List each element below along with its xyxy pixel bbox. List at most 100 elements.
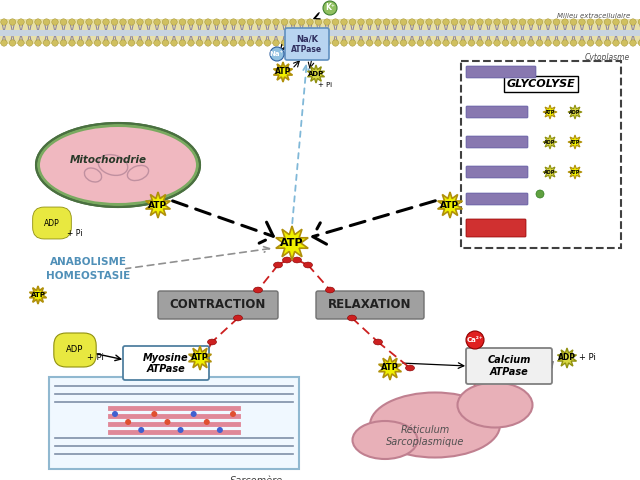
Circle shape [18,40,24,46]
Circle shape [290,40,296,46]
Circle shape [502,40,509,46]
Circle shape [112,411,118,417]
Ellipse shape [303,262,312,268]
Circle shape [375,19,381,25]
Text: CONTRACTION: CONTRACTION [170,299,266,312]
Text: GLYCOLYSE: GLYCOLYSE [507,79,575,89]
Circle shape [171,40,177,46]
Circle shape [409,40,415,46]
Circle shape [179,40,186,46]
Ellipse shape [353,421,417,459]
Text: ATP: ATP [275,68,291,76]
Circle shape [230,19,237,25]
FancyBboxPatch shape [466,219,526,237]
Circle shape [69,40,76,46]
Text: + Pi: + Pi [87,353,104,362]
Circle shape [613,40,620,46]
Ellipse shape [406,365,415,371]
Text: K⁺: K⁺ [325,3,335,12]
Circle shape [270,47,284,61]
Polygon shape [276,226,308,260]
Circle shape [52,19,58,25]
Circle shape [247,40,253,46]
Text: HOMEOSTASIE: HOMEOSTASIE [46,271,130,281]
Circle shape [196,19,203,25]
Text: ADP: ADP [544,140,556,144]
Circle shape [69,19,76,25]
Circle shape [460,19,466,25]
Ellipse shape [207,339,216,345]
Circle shape [35,40,41,46]
Circle shape [324,40,330,46]
Circle shape [239,40,245,46]
Text: ANABOLISME: ANABOLISME [49,257,127,267]
Circle shape [383,40,390,46]
Circle shape [273,40,279,46]
Circle shape [264,40,271,46]
Text: Na⁺: Na⁺ [270,51,284,57]
Text: ATP: ATP [381,363,399,372]
Circle shape [111,19,118,25]
Polygon shape [307,65,324,83]
Text: ADP: ADP [544,169,556,175]
Circle shape [60,19,67,25]
Circle shape [35,19,41,25]
Circle shape [494,40,500,46]
Circle shape [528,40,534,46]
Circle shape [604,40,611,46]
Circle shape [94,40,100,46]
Ellipse shape [326,287,335,293]
Circle shape [536,190,544,198]
Circle shape [630,19,636,25]
Ellipse shape [193,365,202,371]
FancyBboxPatch shape [466,136,528,148]
Circle shape [188,40,194,46]
Circle shape [239,19,245,25]
Polygon shape [568,165,582,179]
Circle shape [528,19,534,25]
Circle shape [502,19,509,25]
Ellipse shape [282,257,291,263]
Circle shape [205,19,211,25]
Circle shape [230,411,236,417]
Circle shape [366,40,372,46]
Polygon shape [29,286,47,304]
Text: ADP: ADP [570,109,580,115]
Polygon shape [146,192,170,218]
Polygon shape [379,356,401,380]
Circle shape [120,40,126,46]
Circle shape [324,19,330,25]
Circle shape [554,19,560,25]
Circle shape [392,40,398,46]
Circle shape [409,19,415,25]
Ellipse shape [84,168,102,182]
Text: Ca²⁺: Ca²⁺ [467,337,483,343]
Circle shape [466,331,484,349]
Circle shape [536,40,543,46]
FancyBboxPatch shape [158,291,278,319]
Circle shape [191,411,196,417]
Circle shape [256,19,262,25]
Circle shape [137,40,143,46]
Text: ATPase: ATPase [490,367,529,377]
Circle shape [460,40,466,46]
Circle shape [125,419,131,425]
FancyBboxPatch shape [466,66,536,78]
Circle shape [1,40,7,46]
Circle shape [137,19,143,25]
Circle shape [196,40,203,46]
Ellipse shape [292,257,301,263]
Circle shape [536,19,543,25]
FancyBboxPatch shape [466,106,528,118]
Circle shape [621,19,628,25]
Ellipse shape [273,262,282,268]
FancyBboxPatch shape [49,377,299,469]
Text: Mitochondrie: Mitochondrie [70,155,147,165]
Circle shape [417,40,424,46]
Circle shape [163,40,169,46]
Ellipse shape [127,166,148,180]
Circle shape [468,40,475,46]
Text: ATP: ATP [545,109,555,115]
Circle shape [400,19,406,25]
Polygon shape [543,135,557,149]
